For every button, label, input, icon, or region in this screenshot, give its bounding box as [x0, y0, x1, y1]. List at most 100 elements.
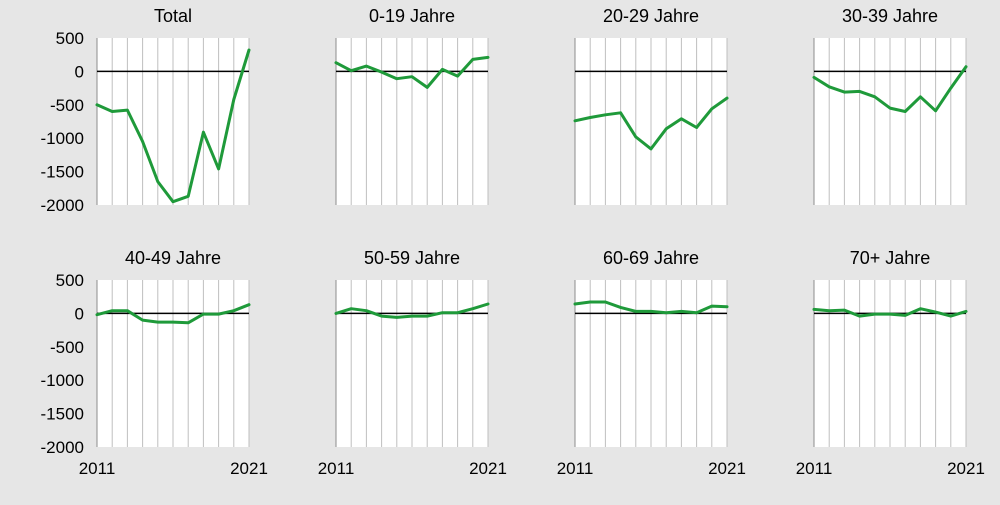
data-point — [95, 103, 99, 107]
data-point — [964, 65, 968, 68]
data-point — [141, 318, 144, 322]
x-tick-label: 2021 — [947, 459, 985, 478]
data-point — [156, 320, 159, 324]
data-point — [604, 300, 607, 304]
data-point — [680, 310, 683, 313]
data-point — [904, 110, 907, 113]
data-point — [217, 312, 220, 316]
data-point — [665, 311, 668, 314]
data-point — [589, 116, 592, 119]
x-tick-label: 2011 — [796, 459, 833, 478]
data-point — [232, 309, 235, 312]
data-point — [141, 140, 144, 143]
data-point — [334, 312, 338, 315]
y-tick-label: 0 — [75, 304, 84, 323]
data-point — [232, 98, 235, 101]
data-point — [858, 90, 861, 93]
panel-title: 50-59 Jahre — [364, 248, 460, 268]
data-point — [934, 310, 937, 314]
data-point — [725, 305, 729, 308]
data-point — [395, 316, 398, 319]
data-point — [187, 321, 190, 324]
data-point — [619, 111, 622, 115]
data-point — [919, 95, 922, 99]
data-point — [380, 314, 383, 318]
y-tick-label: -1500 — [41, 405, 84, 424]
data-point — [843, 90, 846, 94]
data-point — [573, 119, 577, 123]
data-point — [410, 314, 414, 318]
panel-title: Total — [154, 6, 192, 26]
y-tick-label: -2000 — [41, 196, 84, 215]
x-tick-label: 2021 — [230, 459, 268, 478]
y-tick-label: 500 — [56, 29, 84, 48]
x-tick-label: 2021 — [469, 459, 507, 478]
data-point — [126, 309, 129, 312]
x-tick-label: 2011 — [318, 459, 355, 478]
x-tick-label: 2021 — [708, 459, 746, 478]
data-point — [486, 302, 490, 306]
data-point — [949, 86, 952, 90]
data-point — [334, 61, 338, 64]
data-point — [95, 313, 99, 316]
data-point — [471, 58, 474, 61]
data-point — [873, 95, 876, 99]
panel-title: 30-39 Jahre — [842, 6, 938, 26]
panel-7: 60-69 Jahre 2011 2021 — [557, 248, 746, 478]
data-point — [247, 48, 251, 52]
data-point — [904, 314, 907, 317]
data-point — [217, 167, 220, 171]
data-point — [843, 308, 846, 312]
panel-8: 70+ Jahre 2011 2021 — [796, 248, 985, 478]
data-point — [456, 311, 459, 314]
data-point — [456, 74, 459, 78]
data-point — [471, 307, 474, 310]
data-point — [888, 312, 892, 316]
data-point — [171, 320, 175, 324]
panel-1: Total 500 0 -500 -1000 -1500 -2000 — [41, 6, 251, 215]
data-point — [365, 309, 368, 312]
data-point — [812, 76, 816, 79]
data-point — [604, 113, 607, 117]
data-point — [486, 56, 490, 59]
data-point — [695, 311, 698, 314]
data-point — [395, 77, 398, 80]
data-point — [828, 309, 831, 312]
data-point — [202, 312, 205, 316]
data-point — [111, 309, 114, 312]
data-point — [426, 86, 429, 89]
panel-4: 30-39 Jahre — [812, 6, 968, 205]
panel-title: 40-49 Jahre — [125, 248, 221, 268]
data-point — [964, 310, 968, 313]
panel-title: 0-19 Jahre — [369, 6, 455, 26]
panel-title: 20-29 Jahre — [603, 6, 699, 26]
data-point — [649, 310, 653, 313]
data-point — [619, 306, 622, 309]
data-point — [111, 110, 114, 113]
data-point — [949, 314, 952, 318]
y-tick-label: 0 — [75, 62, 84, 81]
data-point — [426, 314, 429, 318]
data-point — [350, 69, 353, 72]
data-point — [441, 68, 444, 71]
data-point — [710, 304, 713, 308]
y-tick-label: -500 — [50, 338, 84, 357]
y-tick-label: -1500 — [41, 163, 84, 182]
data-point — [126, 108, 129, 112]
data-point — [695, 126, 698, 129]
data-point — [634, 135, 637, 139]
data-point — [410, 75, 414, 78]
data-point — [710, 107, 713, 111]
data-point — [187, 195, 190, 198]
data-point — [589, 300, 592, 304]
panel-title: 70+ Jahre — [850, 248, 931, 268]
data-point — [828, 85, 831, 89]
data-point — [934, 109, 937, 113]
x-tick-label: 2011 — [79, 459, 116, 478]
data-point — [634, 310, 637, 313]
data-point — [888, 106, 892, 110]
y-tick-label: -500 — [50, 96, 84, 115]
data-point — [725, 96, 729, 100]
